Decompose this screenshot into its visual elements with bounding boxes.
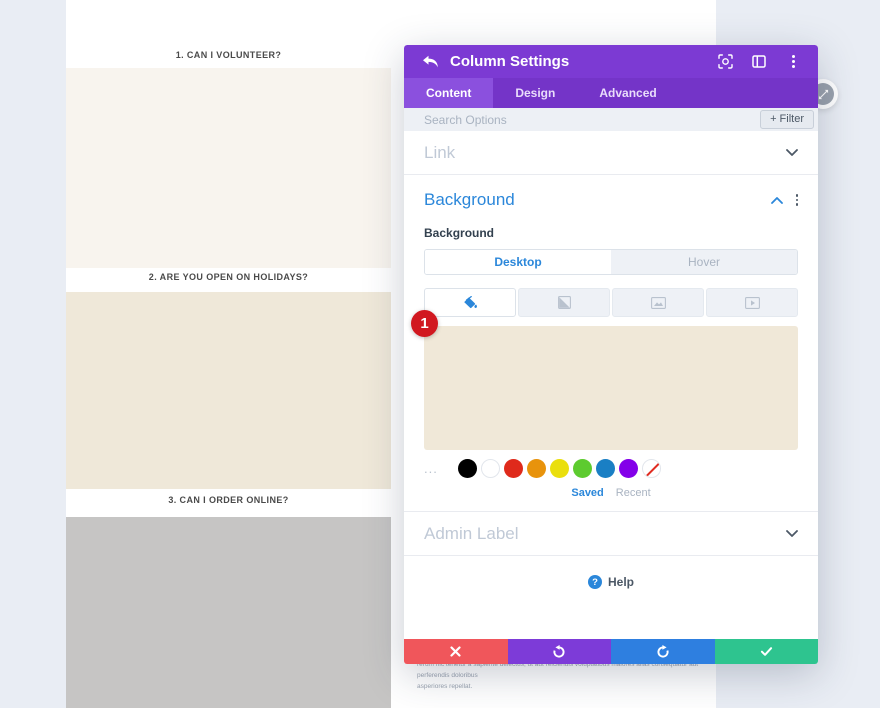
back-icon[interactable]	[418, 50, 442, 74]
swatch-green[interactable]	[573, 459, 592, 478]
tab-design[interactable]: Design	[515, 86, 556, 100]
page-paragraph-line2: asperiores repellat.	[417, 683, 473, 690]
current-color-preview[interactable]	[424, 326, 798, 450]
tab-advanced[interactable]: Advanced	[599, 86, 657, 100]
background-field-label: Background	[424, 226, 495, 240]
check-icon	[760, 647, 772, 656]
modal-header-actions	[716, 53, 804, 71]
gradient-icon[interactable]	[518, 288, 610, 317]
faq-heading-1: 1. CAN I VOLUNTEER?	[175, 50, 282, 60]
page-paragraph-line1: rerum hic tenetur a sapiente delectus, u…	[417, 661, 699, 679]
search-row: + Filter	[404, 108, 818, 131]
accordion-admin-label[interactable]: Admin Label	[404, 512, 818, 556]
redo-icon	[657, 645, 669, 658]
help-label: Help	[607, 575, 634, 589]
link-section-title: Link	[424, 142, 456, 162]
faq-section-1[interactable]	[66, 68, 391, 268]
split-panel-icon[interactable]	[750, 53, 768, 71]
swatch-red[interactable]	[504, 459, 523, 478]
column-settings-modal: Column Settings Content Design Advanced	[404, 45, 818, 664]
color-palette-row: ...	[424, 459, 798, 478]
background-type-tabs	[424, 288, 798, 317]
admin-label-section-title: Admin Label	[424, 523, 519, 543]
undo-icon	[553, 645, 565, 658]
palette-mode-links: Saved Recent	[424, 487, 798, 499]
color-fill-icon[interactable]	[424, 288, 516, 317]
modal-header: Column Settings	[404, 45, 818, 78]
device-tab-desktop[interactable]: Desktop	[425, 250, 611, 274]
color-swatches	[458, 459, 661, 478]
discard-button[interactable]	[404, 639, 508, 664]
swatch-orange[interactable]	[527, 459, 546, 478]
page-paragraph: rerum hic tenetur a sapiente delectus, u…	[417, 659, 707, 692]
modal-footer	[404, 639, 818, 664]
filter-button[interactable]: + Filter	[760, 110, 814, 129]
swatch-black[interactable]	[458, 459, 477, 478]
background-options-kebab-icon[interactable]	[795, 194, 798, 206]
faq-heading-2: 2. ARE YOU OPEN ON HOLIDAYS?	[148, 272, 309, 282]
more-options-icon[interactable]: ...	[424, 460, 438, 476]
swatch-purple[interactable]	[619, 459, 638, 478]
save-button[interactable]	[714, 639, 818, 664]
modal-title: Column Settings	[450, 53, 570, 70]
undo-button[interactable]	[507, 639, 611, 664]
image-icon[interactable]	[612, 288, 704, 317]
help-icon: ?	[587, 575, 602, 589]
faq-section-2[interactable]	[66, 292, 391, 489]
background-section-title: Background	[424, 190, 515, 209]
faq-heading-3: 3. CAN I ORDER ONLINE?	[168, 495, 289, 505]
help-link[interactable]: ? Help	[404, 575, 818, 589]
kebab-menu-icon[interactable]	[784, 53, 802, 71]
faq-section-3[interactable]	[66, 517, 391, 708]
tab-content[interactable]: Content	[404, 78, 494, 108]
chevron-down-icon	[786, 149, 798, 156]
annotation-step-badge: 1	[411, 310, 438, 337]
video-icon[interactable]	[706, 288, 798, 317]
accordion-link[interactable]: Link	[404, 131, 818, 175]
swatch-white[interactable]	[481, 459, 500, 478]
background-section-header[interactable]: Background	[424, 187, 798, 213]
close-icon	[450, 646, 461, 657]
recent-link[interactable]: Recent	[615, 487, 651, 499]
search-options-input[interactable]	[424, 112, 761, 127]
redo-button[interactable]	[611, 639, 715, 664]
background-section: Background Background Desktop Hover	[404, 175, 818, 512]
chevron-up-icon[interactable]	[770, 196, 783, 204]
saved-link[interactable]: Saved	[571, 487, 604, 499]
viewfinder-icon[interactable]	[716, 53, 734, 71]
device-tabs: Desktop Hover	[424, 249, 798, 275]
swatch-blue[interactable]	[596, 459, 615, 478]
swatch-none[interactable]	[642, 459, 661, 478]
swatch-yellow[interactable]	[550, 459, 569, 478]
chevron-down-icon	[786, 530, 798, 537]
device-tab-hover[interactable]: Hover	[611, 250, 797, 274]
modal-tabbar: Content Design Advanced	[404, 78, 818, 108]
